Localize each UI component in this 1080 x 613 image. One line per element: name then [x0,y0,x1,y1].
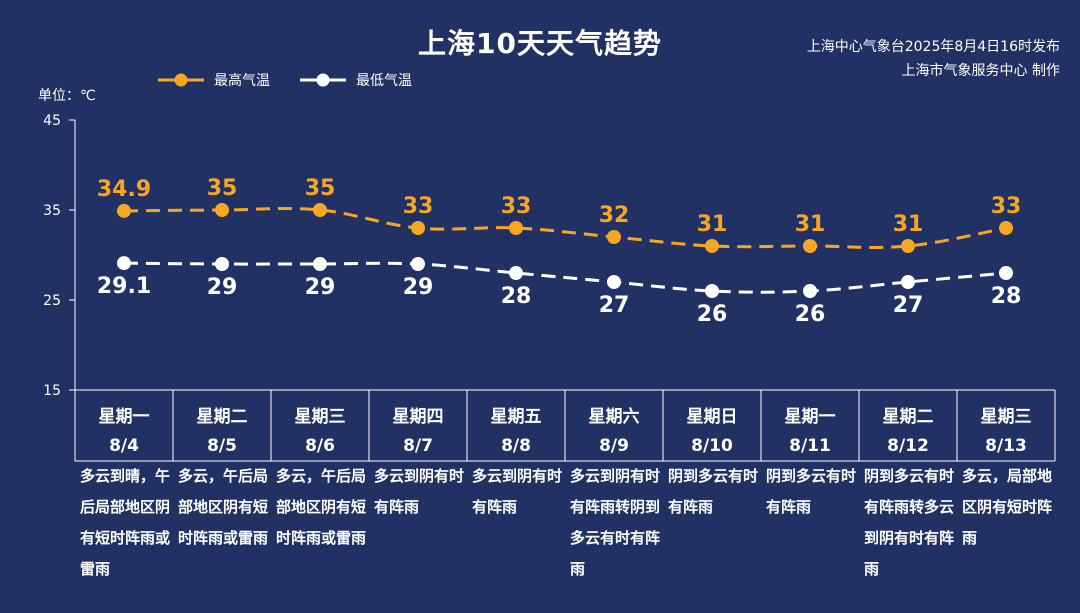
date-label: 8/13 [985,436,1027,456]
weather-description: 阴到多云有时有阵雨 [766,467,857,516]
weekday-label: 星期六 [589,406,640,427]
series-high-point [215,203,229,217]
series-low-data-label: 26 [795,302,826,327]
series-low-data-label: 26 [697,302,728,327]
weather-description: 多云到晴，午后局部地区阴有短时阵雨或雷雨 [80,467,171,578]
weekday-label: 星期五 [491,407,542,427]
series-high-line [123,207,1007,249]
series-high-data-label: 34.9 [97,177,151,202]
series-high-data-label: 35 [207,176,238,201]
publisher-line-1: 上海中心气象台2025年8月4日16时发布 [806,39,1060,55]
weather-description: 多云，局部地区阴有短时阵雨 [962,467,1053,547]
legend: 最高气温 最低气温 [158,70,442,90]
date-label: 8/7 [403,436,433,456]
series-high-point [607,230,621,244]
date-label: 8/5 [207,436,237,456]
series-high-point [509,221,523,235]
legend-low-marker-icon [300,73,346,87]
series-low-point [901,275,915,289]
series-high-data-label: 33 [501,194,532,219]
date-label: 8/11 [789,436,831,456]
legend-high-marker-icon [158,73,204,87]
weekday-label: 星期一 [785,407,836,427]
weather-description: 多云到阴有时有阵雨 [374,467,465,516]
weather-description-row: 多云到晴，午后局部地区阴有短时阵雨或雷雨 多云，午后局部地区阴有短时阵雨或雷雨 多云… [75,461,1055,585]
series-low-point [313,257,327,271]
legend-low-label: 最低气温 [356,73,412,89]
series-low-point [411,257,425,271]
series-high-point [117,203,131,218]
series-low-line [123,261,1007,294]
y-tick-label: 45 [43,113,61,129]
series-low-data-label: 28 [991,284,1022,309]
publisher-line-2: 上海市气象服务中心 制作 [901,63,1060,79]
weekday-label: 星期三 [295,407,346,427]
series-high-point [803,239,817,253]
series-low-point [509,266,523,280]
weather-description: 多云到阴有时有阵雨转阴到多云有时有阵雨 [570,467,661,578]
series-low-point [215,257,229,271]
date-label: 8/12 [887,436,929,456]
date-label: 8/10 [691,436,733,456]
series-low-point [117,256,131,271]
series-low-data-label: 29 [403,275,434,300]
series-high-data-label: 31 [697,212,728,237]
publisher-info: 上海中心气象台2025年8月4日16时发布 上海市气象服务中心 制作 [807,35,1060,83]
y-tick-label: 35 [43,203,61,219]
series-low-point [999,266,1013,280]
series-low-data-label: 29 [207,275,238,300]
series-high-data-label: 35 [305,176,336,201]
y-tick-label: 15 [43,383,61,399]
weekday-label: 星期二 [883,407,934,427]
date-label: 8/4 [109,436,139,456]
series-high-point [901,239,915,253]
weekday-label: 星期二 [197,407,248,427]
weekday-label: 星期一 [99,407,150,427]
date-label: 8/9 [599,436,629,456]
weekday-label: 星期日 [687,407,738,427]
series-high-data-label: 31 [893,212,924,237]
series-high-data-label: 31 [795,212,826,237]
weather-description: 阴到多云有时有阵雨 [668,467,759,516]
series-low-point [803,284,817,298]
weekday-label: 星期三 [981,407,1032,427]
weather-description: 阴到多云有时有阵雨转多云到阴有时有阵雨 [864,467,955,578]
weather-description: 多云，午后局部地区阴有短时阵雨或雷雨 [276,467,367,547]
series-high-data-label: 32 [599,203,630,228]
series-low-data-label: 29 [305,275,336,300]
y-tick-label: 25 [43,293,61,309]
y-axis-unit-label: 单位：℃ [38,88,96,104]
series-high-data-label: 33 [991,194,1022,219]
chart-title: 上海10天天气趋势 [418,27,662,60]
series-high-point [705,239,719,253]
series-low-point [705,284,719,298]
series-high-point [411,221,425,235]
series-high-point [313,203,327,217]
legend-item-high[interactable]: 最高气温 [158,70,270,90]
series-low-data-label: 29.1 [97,274,151,299]
series-high-point [999,221,1013,235]
series-high-data-label: 33 [403,194,434,219]
weather-description: 多云到阴有时有阵雨 [472,467,563,516]
weekday-label: 星期四 [393,407,444,427]
legend-high-label: 最高气温 [214,73,270,89]
series-low-data-label: 27 [599,293,630,318]
weather-description: 多云，午后局部地区阴有短时阵雨或雷雨 [178,467,269,547]
date-label: 8/6 [305,436,335,456]
series-low-data-label: 28 [501,284,532,309]
legend-item-low[interactable]: 最低气温 [300,70,412,90]
series-low-data-label: 27 [893,293,924,318]
series-low-point [607,275,621,289]
date-label: 8/8 [501,436,531,456]
